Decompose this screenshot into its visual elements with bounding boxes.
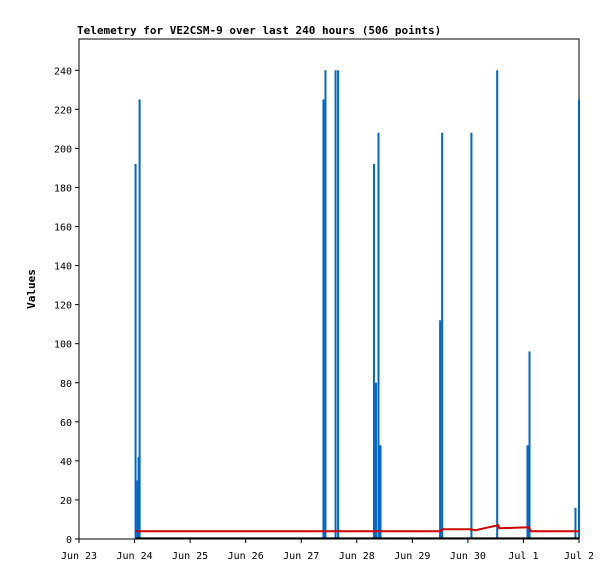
y-tick-label: 100: [54, 340, 72, 351]
y-axis: 0 20 40 60 80 100 120 140 160 180 200 220 240: [54, 66, 79, 546]
x-tick-label: Jun 23: [61, 551, 97, 562]
y-tick-label: 120: [54, 301, 72, 312]
x-tick-label: Jun 28: [339, 551, 375, 562]
y-tick-label: 160: [54, 223, 72, 234]
y-tick-label: 200: [54, 144, 72, 155]
x-tick-label: Jun 24: [116, 551, 152, 562]
x-tick-label: Jun 30: [450, 551, 486, 562]
telemetry-series-line-1: [135, 524, 579, 533]
plot-frame: [78, 38, 580, 540]
x-tick-label: Jul 1: [508, 551, 538, 562]
y-tick-label: 140: [54, 262, 72, 273]
series-layer: [134, 70, 580, 540]
y-tick-label: 0: [66, 535, 72, 546]
x-tick-label: Jun 25: [172, 551, 208, 562]
x-tick-label: Jun 27: [283, 551, 319, 562]
y-tick-label: 180: [54, 183, 72, 194]
y-tick-label: 220: [54, 105, 72, 116]
y-axis-label: Values: [25, 269, 38, 309]
x-axis: Jun 23 Jun 24 Jun 25 Jun 26 Jun 27 Jun 28 Jun …: [61, 539, 594, 562]
y-tick-label: 240: [54, 66, 72, 77]
y-tick-label: 40: [60, 457, 72, 468]
y-tick-label: 60: [60, 418, 72, 429]
x-tick-label: Jun 29: [394, 551, 430, 562]
x-tick-label: Jul 2: [564, 551, 594, 562]
x-tick-label: Jun 26: [228, 551, 264, 562]
y-tick-label: 80: [60, 379, 72, 390]
chart-title: Telemetry for VE2CSM-9 over last 240 hou…: [77, 24, 441, 37]
y-tick-label: 20: [60, 496, 72, 507]
